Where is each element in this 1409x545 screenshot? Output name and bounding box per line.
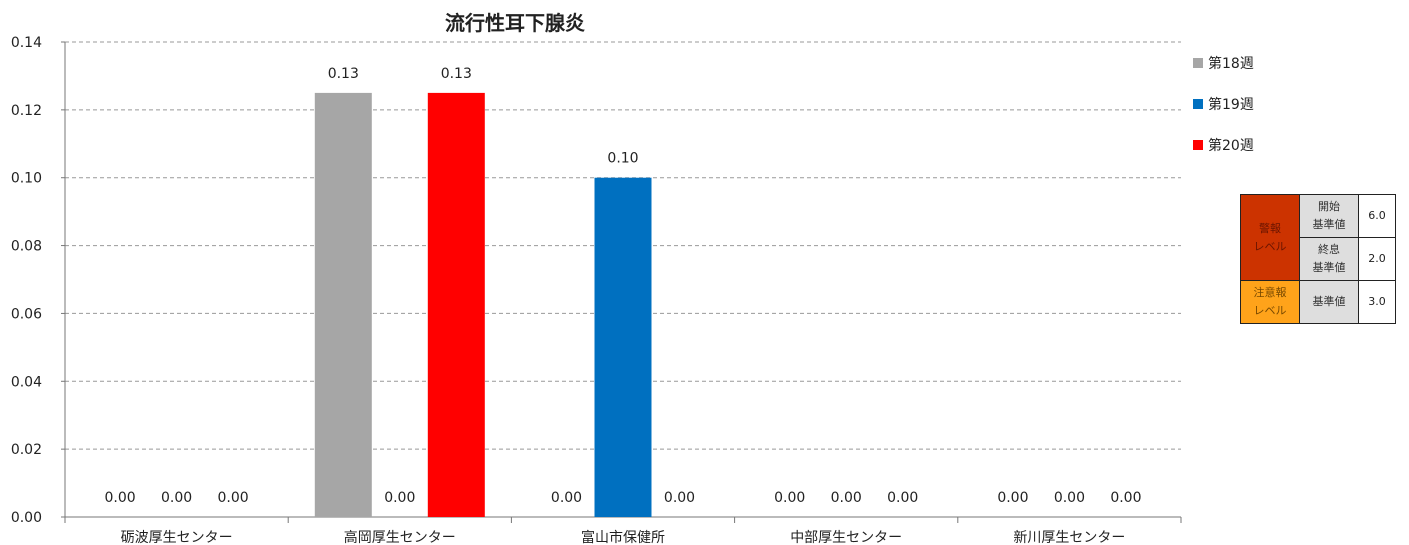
chart-title: 流行性耳下腺炎 <box>445 11 585 35</box>
level-table: 警報 レベル 開始 基準値 6.0 終息 基準値 2.0 注意報 レベル 基準値 3.0 <box>1240 194 1396 324</box>
data-label-series1-cat2: 0.10 <box>607 151 638 167</box>
y-tick-label-4: 0.08 <box>11 239 42 255</box>
y-tick-label-5: 0.10 <box>11 171 42 187</box>
end-criterion-label: 終息 基準値 <box>1299 237 1359 281</box>
legend-item-week18: 第18週 <box>1193 52 1254 73</box>
y-tick-label-3: 0.06 <box>11 306 42 322</box>
caution-criterion-label: 基準値 <box>1299 280 1359 324</box>
legend-label-week19: 第19週 <box>1208 96 1254 113</box>
data-label-series0-cat3: 0.00 <box>774 490 805 506</box>
data-label-series0-cat2: 0.00 <box>551 490 582 506</box>
data-label-series2-cat0: 0.00 <box>218 490 249 506</box>
legend-swatch-week18 <box>1193 57 1203 68</box>
legend-item-week20: 第20週 <box>1193 134 1254 155</box>
legend-label-week20: 第20週 <box>1208 137 1254 154</box>
data-label-series2-cat1: 0.13 <box>441 66 472 82</box>
y-tick-label-7: 0.14 <box>11 35 42 51</box>
caution-criterion-value: 3.0 <box>1358 280 1396 324</box>
warning-level-label: 警報 レベル <box>1253 221 1287 253</box>
start-criterion-value: 6.0 <box>1358 194 1396 238</box>
caution-level-label: 注意報 レベル <box>1253 286 1287 317</box>
y-tick-label-2: 0.04 <box>11 374 42 390</box>
legend-label-week18: 第18週 <box>1208 55 1254 72</box>
x-tick-label-3: 中部厚生センター <box>790 530 902 545</box>
warning-level-cell: 警報 レベル <box>1240 194 1300 281</box>
legend-item-week19: 第19週 <box>1193 93 1254 114</box>
data-label-series2-cat3: 0.00 <box>887 490 918 506</box>
end-criterion-value: 2.0 <box>1358 237 1396 281</box>
legend: 第18週 第19週 第20週 <box>1193 52 1254 175</box>
bar-series2-cat1 <box>427 92 485 518</box>
y-tick-label-6: 0.12 <box>11 103 42 119</box>
bar-series0-cat1 <box>314 92 372 518</box>
y-tick-label-1: 0.02 <box>11 442 42 458</box>
start-criterion-text: 開始 基準値 <box>1312 200 1346 231</box>
data-label-series0-cat1: 0.13 <box>328 66 359 82</box>
end-criterion-text: 終息 基準値 <box>1312 243 1346 274</box>
data-label-series2-cat2: 0.00 <box>664 490 695 506</box>
data-label-series0-cat0: 0.00 <box>105 490 136 506</box>
x-tick-label-0: 砺波厚生センター <box>121 530 233 545</box>
data-label-series0-cat4: 0.00 <box>997 490 1028 506</box>
bar-series1-cat2 <box>594 177 652 517</box>
x-tick-label-4: 新川厚生センター <box>1013 530 1125 545</box>
start-criterion-label: 開始 基準値 <box>1299 194 1359 238</box>
data-label-series1-cat0: 0.00 <box>161 490 192 506</box>
legend-swatch-week20 <box>1193 139 1203 150</box>
caution-level-cell: 注意報 レベル <box>1240 280 1300 324</box>
data-label-series2-cat4: 0.00 <box>1110 490 1141 506</box>
legend-swatch-week19 <box>1193 98 1203 109</box>
data-label-series1-cat3: 0.00 <box>831 490 862 506</box>
x-tick-label-1: 高岡厚生センター <box>344 529 456 545</box>
y-tick-label-0: 0.00 <box>11 510 42 526</box>
data-label-series1-cat4: 0.00 <box>1054 490 1085 506</box>
x-tick-label-2: 富山市保健所 <box>581 529 665 545</box>
data-label-series1-cat1: 0.00 <box>384 490 415 506</box>
